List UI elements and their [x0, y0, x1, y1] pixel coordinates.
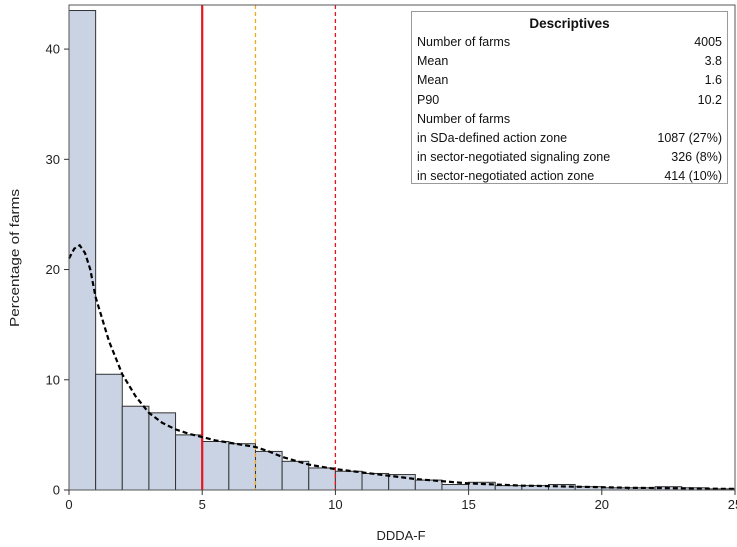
legend-row-value: 1087 (27%) [657, 130, 722, 145]
legend-row-label: P90 [417, 92, 440, 107]
x-axis-label: DDDA-F [376, 528, 425, 543]
histogram-bar-7 [254, 450, 283, 491]
histogram-bar-13 [414, 479, 443, 491]
y-tick-label-4: 40 [46, 42, 60, 57]
x-tick-label-0: 0 [65, 497, 72, 512]
legend-row-label: Number of farms [417, 111, 511, 126]
density-curve-group [68, 243, 736, 490]
y-axis-label: Percentage of farms [7, 188, 22, 327]
histogram-bar-9 [308, 467, 336, 491]
legend-row-6: in sector-negotiated signaling zone 326 (… [417, 148, 722, 167]
legend-row-1: Mean 3.8 [417, 52, 722, 71]
legend-row-label: in SDa-defined action zone [417, 130, 568, 145]
histogram-bar-1 [95, 373, 123, 491]
legend-row-label: Mean [417, 54, 449, 69]
legend-row-value: 414 (10%) [664, 169, 722, 184]
density-curve [68, 243, 736, 490]
histogram-bar-2 [121, 405, 150, 491]
legend-rows: Number of farms 4005 Mean 3.8 Mean 1.6 P90 10.2… [417, 33, 722, 187]
bars-group [68, 10, 736, 491]
legend-title: Descriptives [529, 16, 610, 31]
axes-group: 0 5 10 15 20 25 0 10 20 30 40 [46, 4, 737, 512]
legend-row-value: 326 (8%) [671, 150, 722, 165]
histogram-bar-11 [361, 472, 390, 491]
x-tick-label-3: 15 [461, 497, 475, 512]
histogram-bar-8 [281, 460, 310, 491]
x-tick-label-5: 25 [728, 497, 737, 512]
x-tick-label-2: 10 [328, 497, 342, 512]
histogram-bar-6 [228, 443, 256, 491]
x-tick-label-4: 20 [595, 497, 609, 512]
y-tick-label-1: 10 [46, 372, 60, 387]
legend-row-value: 4005 [694, 35, 722, 49]
histogram-bar-5 [201, 441, 230, 491]
y-tick-label-2: 20 [46, 262, 60, 277]
reference-lines-group [201, 5, 337, 490]
x-tick-label-1: 5 [199, 497, 206, 512]
plot-frame [68, 4, 736, 491]
y-tick-label-3: 30 [46, 152, 60, 167]
histogram-bar-16 [494, 485, 523, 491]
legend-row-7: in sector-negotiated action zone 414 (10%… [417, 167, 722, 186]
descriptives-legend: Descriptives Number of farms 4005 Mean 3.8 M… [411, 11, 728, 184]
legend-row-value: 3.8 [704, 54, 722, 69]
legend-row-label: Number of farms [417, 35, 511, 49]
histogram-bar-17 [521, 485, 550, 491]
legend-row-4: Number of farms [417, 110, 722, 129]
legend-row-5: in SDa-defined action zone 1087 (27%) [417, 129, 722, 148]
legend-row-3: P90 10.2 [417, 91, 722, 110]
legend-row-value: 1.6 [704, 73, 722, 88]
histogram-bar-10 [334, 470, 363, 491]
y-tick-label-0: 0 [53, 483, 60, 498]
histogram-bar-3 [148, 412, 177, 491]
legend-row-label: Mean [417, 73, 449, 88]
legend-row-2: Mean 1.6 [417, 71, 722, 90]
legend-row-0: Number of farms 4005 [417, 33, 722, 52]
legend-row-value: 10.2 [697, 92, 722, 107]
histogram-bar-14 [441, 483, 470, 491]
histogram-bar-4 [175, 434, 203, 491]
legend-row-label: in sector-negotiated action zone [417, 169, 595, 184]
legend-row-label: in sector-negotiated signaling zone [417, 150, 611, 165]
